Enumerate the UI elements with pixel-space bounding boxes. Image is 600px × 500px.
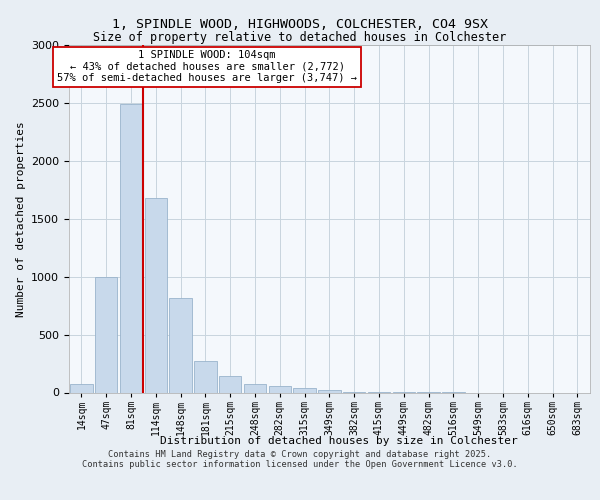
Y-axis label: Number of detached properties: Number of detached properties bbox=[16, 121, 26, 316]
Bar bbox=[95, 276, 118, 392]
Bar bbox=[145, 198, 167, 392]
Bar bbox=[244, 384, 266, 392]
Bar bbox=[120, 104, 142, 393]
Text: Distribution of detached houses by size in Colchester: Distribution of detached houses by size … bbox=[160, 436, 518, 446]
Text: 1, SPINDLE WOOD, HIGHWOODS, COLCHESTER, CO4 9SX: 1, SPINDLE WOOD, HIGHWOODS, COLCHESTER, … bbox=[112, 18, 488, 30]
Bar bbox=[318, 390, 341, 392]
Bar bbox=[169, 298, 192, 392]
Bar bbox=[194, 361, 217, 392]
Text: Size of property relative to detached houses in Colchester: Size of property relative to detached ho… bbox=[94, 31, 506, 44]
Text: Contains HM Land Registry data © Crown copyright and database right 2025.
Contai: Contains HM Land Registry data © Crown c… bbox=[82, 450, 518, 469]
Bar bbox=[219, 376, 241, 392]
Bar bbox=[293, 388, 316, 392]
Bar bbox=[269, 386, 291, 392]
Bar bbox=[70, 384, 92, 392]
Text: 1 SPINDLE WOOD: 104sqm
← 43% of detached houses are smaller (2,772)
57% of semi-: 1 SPINDLE WOOD: 104sqm ← 43% of detached… bbox=[57, 50, 357, 84]
